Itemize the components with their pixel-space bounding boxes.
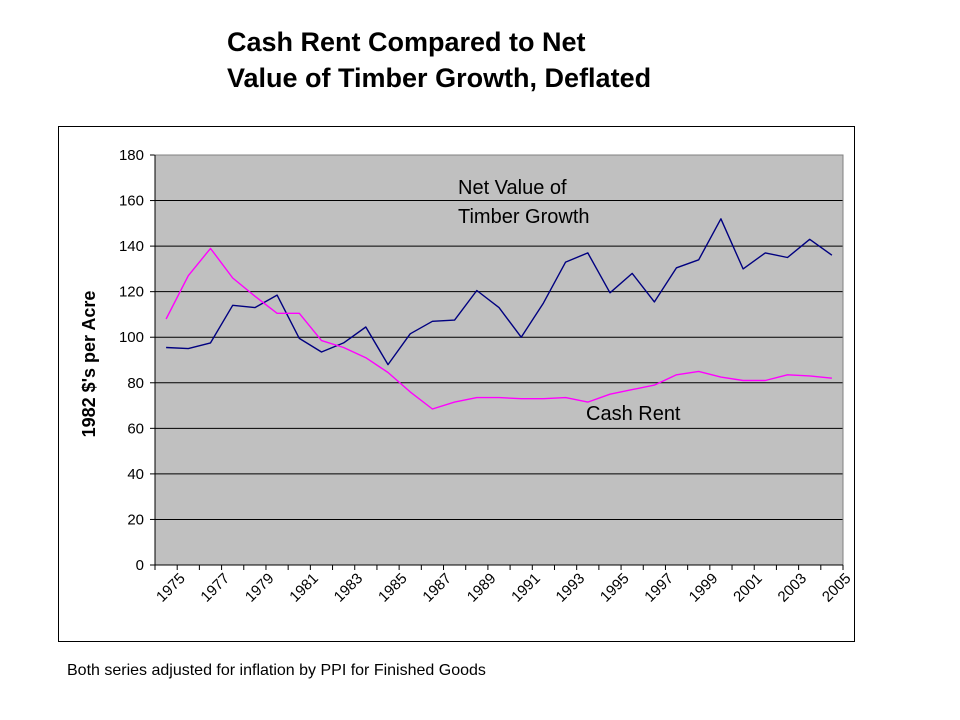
x-tick-label: 2003 [775, 570, 811, 606]
y-tick-label: 80 [127, 375, 144, 392]
y-tick-label: 20 [127, 511, 144, 528]
y-tick-label: 120 [119, 284, 144, 301]
series-line-net-value-of-timber-growth [166, 218, 833, 366]
chart-title-line-2: Value of Timber Growth, Deflated [227, 63, 652, 93]
x-tick-label: 1983 [331, 570, 367, 606]
y-tick-label: 40 [127, 466, 144, 483]
x-tick-label: 1981 [286, 570, 322, 606]
x-tick-label: 1989 [464, 570, 500, 606]
x-tick-label: 2001 [730, 570, 766, 606]
x-tick-label: 1979 [242, 570, 278, 606]
chart-title: Cash Rent Compared to Net Value of Timbe… [227, 24, 867, 96]
series-annotation-label: Timber Growth [458, 206, 590, 228]
x-tick-label: 1999 [686, 570, 722, 606]
series-annotation-label: Cash Rent [586, 403, 681, 425]
x-tick-label: 1991 [508, 570, 544, 606]
footnote: Both series adjusted for inflation by PP… [67, 662, 486, 679]
plot-area [155, 155, 843, 565]
x-tick-label: 1995 [597, 570, 633, 606]
x-tick-label: 2005 [819, 570, 855, 606]
y-tick-label: 140 [119, 238, 144, 255]
y-tick-label: 60 [127, 420, 144, 437]
x-tick-label: 1977 [197, 570, 233, 606]
y-tick-label: 160 [119, 193, 144, 210]
x-tick-label: 1997 [641, 570, 677, 606]
x-tick-label: 1993 [553, 570, 589, 606]
chart-title-line-1: Cash Rent Compared to Net [227, 27, 586, 57]
y-tick-label: 180 [119, 147, 144, 164]
series-line-cash-rent [165, 247, 832, 410]
y-tick-label: 100 [119, 329, 144, 346]
y-tick-label: 0 [136, 557, 144, 574]
x-tick-label: 1975 [153, 570, 189, 606]
series-annotation-label: Net Value of [458, 177, 567, 199]
x-tick-label: 1987 [419, 570, 455, 606]
x-tick-label: 1985 [375, 570, 411, 606]
y-axis-label: 1982 $'s per Acre [79, 291, 99, 438]
